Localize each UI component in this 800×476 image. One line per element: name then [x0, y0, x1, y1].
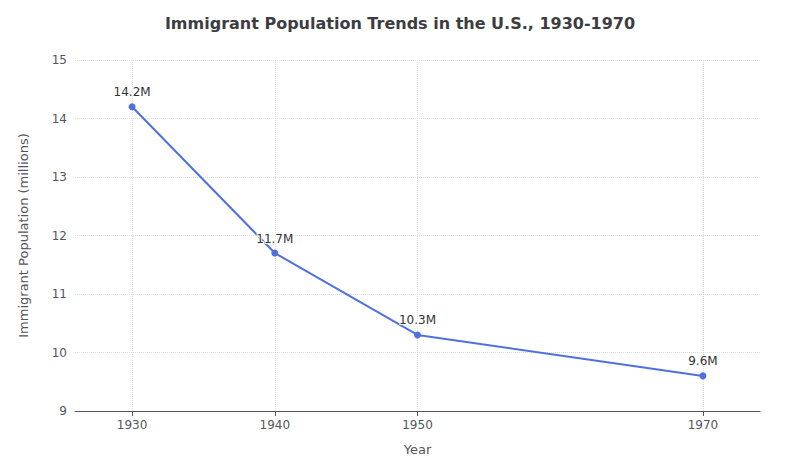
- svg-text:Immigrant Population Trends in: Immigrant Population Trends in the U.S.,…: [165, 14, 635, 33]
- svg-text:10.3M: 10.3M: [399, 313, 436, 327]
- svg-text:Immigrant Population (millions: Immigrant Population (millions): [16, 133, 31, 337]
- svg-text:9.6M: 9.6M: [688, 354, 717, 368]
- svg-text:14.2M: 14.2M: [114, 85, 151, 99]
- svg-text:1970: 1970: [688, 418, 719, 432]
- svg-text:13: 13: [52, 170, 67, 184]
- svg-text:14: 14: [52, 112, 67, 126]
- svg-text:15: 15: [52, 53, 67, 67]
- svg-text:Year: Year: [403, 442, 432, 457]
- svg-text:1930: 1930: [117, 418, 148, 432]
- svg-text:11: 11: [52, 287, 67, 301]
- svg-text:12: 12: [52, 229, 67, 243]
- svg-text:1940: 1940: [260, 418, 291, 432]
- svg-text:11.7M: 11.7M: [256, 232, 293, 246]
- svg-text:1950: 1950: [402, 418, 433, 432]
- svg-text:9: 9: [59, 404, 67, 418]
- svg-text:10: 10: [52, 346, 67, 360]
